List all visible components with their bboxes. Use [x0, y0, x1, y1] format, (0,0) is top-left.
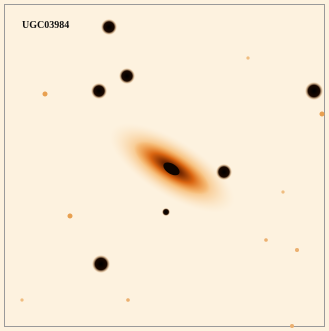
star: [91, 83, 107, 99]
star: [119, 68, 135, 84]
object-label: UGC03984: [22, 20, 69, 31]
faint-star: [246, 56, 249, 59]
faint-star: [290, 324, 294, 328]
faint-star: [68, 214, 73, 219]
star: [92, 255, 110, 273]
galaxy-image: UGC03984: [0, 0, 329, 331]
faint-star: [295, 248, 299, 252]
page: {"label": "UGC03984"}: [0, 0, 329, 331]
faint-star: [43, 92, 48, 97]
star: [216, 164, 232, 180]
faint-star: [281, 190, 284, 193]
faint-star: [264, 238, 268, 242]
faint-star: [20, 298, 23, 301]
faint-star: [320, 112, 325, 117]
star: [162, 208, 170, 216]
star: [101, 19, 117, 35]
faint-star: [126, 298, 130, 302]
star: [305, 82, 323, 100]
